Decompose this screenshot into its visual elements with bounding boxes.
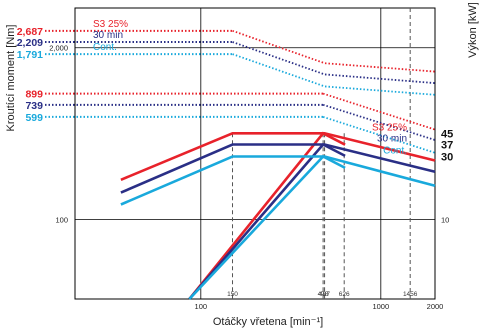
power-curve-high-min30 bbox=[188, 142, 346, 300]
y-axis-left-title: Kroutící moment [Nm] bbox=[5, 25, 17, 132]
power-curve-high-cont bbox=[188, 154, 346, 300]
power-value-label: 45 bbox=[441, 128, 453, 140]
torque-curve-cont bbox=[232, 53, 436, 96]
power-lines bbox=[120, 131, 436, 300]
x-tick-label: 2000 bbox=[427, 302, 444, 311]
torque-lines bbox=[45, 29, 436, 154]
torque-value-label: 2,687 bbox=[17, 26, 43, 38]
speed-marker-label: 487 bbox=[319, 291, 330, 298]
torque-value-label: 1,791 bbox=[17, 49, 43, 61]
speed-marker-label: 150 bbox=[227, 291, 238, 298]
speed-marker-label: 1456 bbox=[403, 291, 418, 298]
y-axis-right-title: Výkon [kW] bbox=[467, 2, 479, 58]
torque-value-label: 739 bbox=[25, 100, 43, 112]
speed-marker-label: 626 bbox=[339, 291, 350, 298]
y-right-tick-label: 10 bbox=[441, 216, 449, 225]
x-tick-label: 100 bbox=[195, 302, 208, 311]
grid bbox=[74, 7, 436, 300]
y-tick-label: 100 bbox=[55, 216, 68, 225]
power-curve-cont bbox=[120, 155, 436, 206]
y-tick-label: 2,000 bbox=[49, 44, 68, 53]
speed-marker-label: 478 bbox=[318, 291, 329, 298]
series-label-left: S3 25% bbox=[93, 19, 128, 30]
power-curve-s3 bbox=[120, 132, 436, 181]
torque-curve-min30 bbox=[232, 41, 436, 84]
power-curve-high-s3 bbox=[188, 131, 346, 300]
series-label-left: 30 min bbox=[93, 30, 123, 41]
power-curve-min30 bbox=[120, 143, 436, 194]
power-value-label: 37 bbox=[441, 139, 453, 151]
torque-value-label: 599 bbox=[25, 112, 43, 124]
torque-curve-s3 bbox=[232, 29, 436, 73]
series-label-left: Cont. bbox=[93, 42, 117, 53]
series-label-right: S3 25% bbox=[372, 122, 407, 133]
power-value-label: 30 bbox=[441, 152, 453, 164]
torque-value-label: 2,209 bbox=[17, 37, 43, 49]
series-label-right: 30 min bbox=[377, 133, 407, 144]
torque-value-label: 899 bbox=[25, 89, 43, 101]
x-axis-title: Otáčky vřetena [min⁻¹] bbox=[213, 316, 323, 328]
x-tick-label: 1000 bbox=[372, 302, 389, 311]
series-label-right: Cont. bbox=[383, 146, 407, 157]
